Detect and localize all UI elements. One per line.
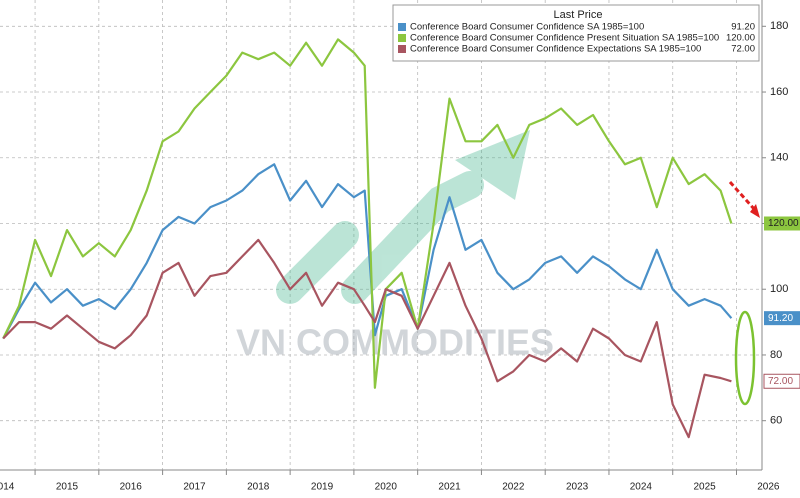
y-tick-label: 80 [770,349,782,361]
x-tick-label: 2018 [247,482,270,493]
x-tick-label: 2021 [438,482,461,493]
last-value-badge [763,373,800,389]
x-tick-label: 2020 [375,482,398,493]
legend-value: 91.20 [731,22,755,33]
y-tick-label: 140 [770,152,788,164]
last-value-label: 91.20 [768,313,793,324]
highlight-ellipse [734,310,756,406]
x-tick-label: 2025 [693,482,716,493]
legend: Last Price [392,4,760,62]
series-line [2,38,733,389]
last-value-badge [764,311,800,326]
x-tick-label: 2016 [120,482,143,493]
x-tick-label: 2019 [311,482,334,493]
last-value-label: 120.00 [768,218,799,229]
plot-area [0,0,762,470]
y-tick-label: 60 [770,415,782,427]
legend-swatch [398,34,406,42]
series-line [2,163,733,340]
x-tick-label: 2024 [630,482,653,493]
legend-header: Last Price [554,9,603,21]
legend-value: 72.00 [731,44,755,55]
y-tick-label: 100 [770,283,788,295]
legend-box [392,4,760,62]
trend-arrow-head [750,204,760,218]
legend-value: 120.00 [726,33,755,44]
y-tick-label: 180 [770,20,788,32]
last-value-badge [764,216,800,231]
trend-arrow [728,181,757,211]
legend-label: Conference Board Consumer Confidence Exp… [410,44,701,55]
x-tick-label: 2014 [0,482,15,493]
series-line [2,238,732,439]
last-value-label: 72.00 [768,376,793,387]
legend-swatch [398,23,406,31]
x-tick-label: 2022 [502,482,525,493]
legend-label: Conference Board Consumer Confidence Pre… [410,33,719,44]
x-tick-label: 2023 [566,482,589,493]
grid [0,0,762,470]
legend-label: Conference Board Consumer Confidence SA … [410,22,644,33]
lines [2,38,733,439]
watermark: VN COMMODITIES [236,322,554,363]
legend-swatch [398,45,406,53]
x-tick-label: 2017 [183,482,206,493]
y-tick-label: 160 [770,86,788,98]
x-tick-label: 2015 [56,482,79,493]
x-tick-label: 2026 [757,482,780,493]
